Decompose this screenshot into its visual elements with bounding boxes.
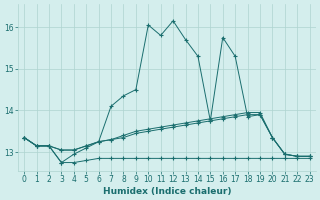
X-axis label: Humidex (Indice chaleur): Humidex (Indice chaleur) bbox=[103, 187, 231, 196]
